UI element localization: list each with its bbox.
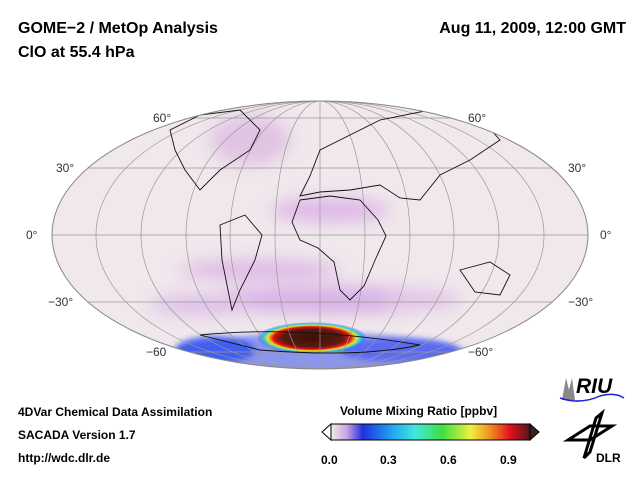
colorbar-title: Volume Mixing Ratio [ppbv] (340, 404, 498, 418)
lat-label-left-minus30: −30° (48, 295, 74, 309)
globe-outline (51, 100, 589, 370)
datetime-label: Aug 11, 2009, 12:00 GMT (439, 20, 626, 37)
footer-line2: SACADA Version 1.7 (18, 428, 136, 442)
colorbar-tick: 0.0 (321, 453, 338, 467)
colorbar-tick: 0.6 (440, 453, 457, 467)
lat-label-right-minus30: −30° (568, 295, 594, 309)
lat-label-left-0: 0° (26, 228, 38, 242)
colorbar (321, 422, 540, 442)
lat-label-right-minus60: −60° (468, 345, 494, 359)
footer-line1: 4DVar Chemical Data Assimilation (18, 405, 213, 419)
lat-label-right-60: 60° (468, 111, 487, 125)
footer-url[interactable]: http://wdc.dlr.de (18, 451, 110, 465)
coastlines (169, 109, 511, 354)
lat-label-left-minus60: −60 (146, 345, 167, 359)
dlr-logo-text: DLR (596, 451, 621, 465)
map-subtitle: ClO at 55.4 hPa (18, 44, 135, 61)
lat-label-right-30: 30° (568, 161, 587, 175)
graticule (52, 101, 588, 369)
riu-logo-text: RIU (576, 375, 613, 398)
colorbar-tick: 0.3 (380, 453, 397, 467)
dlr-logo (562, 408, 618, 460)
lat-label-left-30: 30° (56, 161, 75, 175)
lat-label-left-60: 60° (153, 111, 172, 125)
map-title: GOME−2 / MetOp Analysis (18, 20, 218, 37)
lat-label-right-0: 0° (600, 228, 612, 242)
colorbar-tick: 0.9 (500, 453, 517, 467)
clo-maximum (257, 322, 367, 354)
riu-logo (559, 378, 625, 402)
